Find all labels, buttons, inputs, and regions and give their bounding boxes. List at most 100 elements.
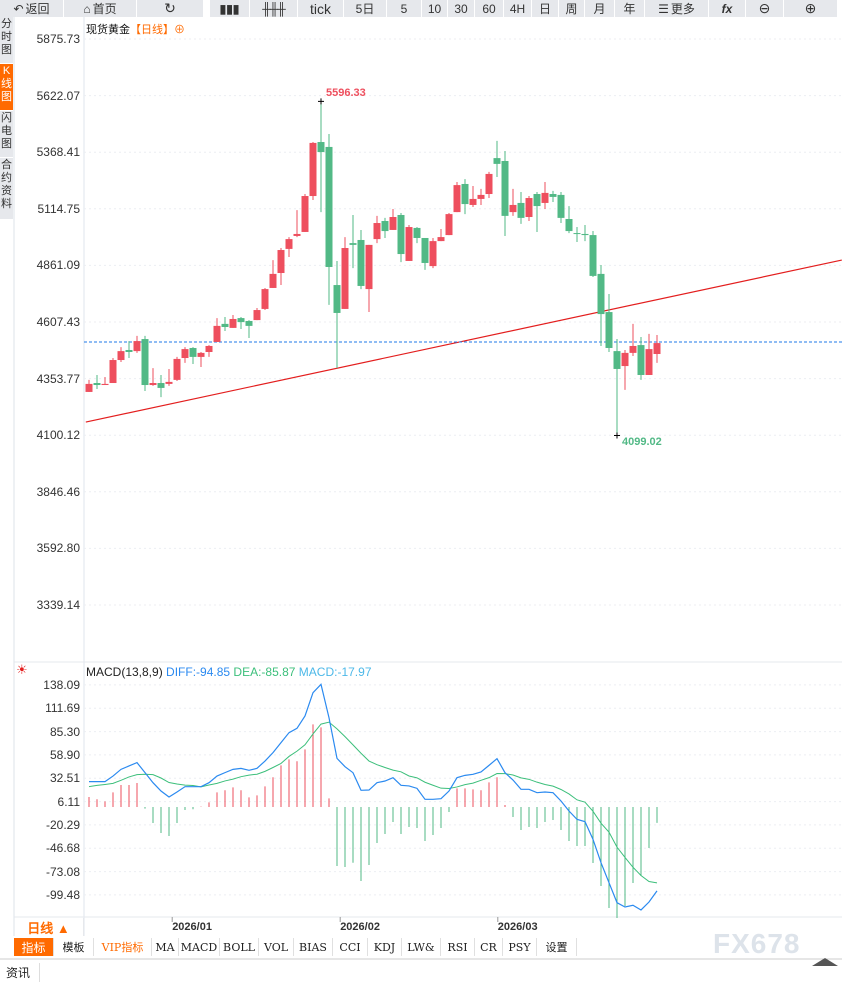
refresh-button[interactable]: ↻: [137, 0, 204, 17]
price-tick-label: 4607.43: [36, 315, 80, 329]
candle: [173, 356, 181, 382]
candle: [309, 142, 317, 201]
candle: [93, 374, 101, 390]
zoom-out-button[interactable]: ⊖: [746, 0, 784, 17]
period-selector[interactable]: 日线 ▲: [14, 918, 84, 936]
sidebar-tab-timeshare[interactable]: 分时图: [0, 17, 13, 64]
candle: [453, 181, 461, 213]
back-arrow-icon: ↶: [13, 1, 24, 16]
menu-icon: ☰: [658, 1, 669, 16]
tick-button[interactable]: tick: [298, 0, 344, 17]
candle: [157, 374, 165, 398]
price-tick-label: 3846.46: [36, 484, 80, 499]
candle-body: [429, 241, 437, 267]
candle-body: [549, 194, 557, 197]
indicator-tab-cci[interactable]: CCI: [333, 938, 368, 956]
price-tick-label: 3592.80: [36, 541, 80, 556]
candle-chart-button[interactable]: ╫╫╫: [250, 0, 298, 17]
indicator-tab-[interactable]: 指标: [14, 938, 54, 956]
candle-body: [437, 237, 445, 242]
price-tick-label: 5875.73: [36, 32, 80, 46]
candle: [109, 358, 117, 384]
indicator-tab-vol[interactable]: VOL: [259, 938, 294, 956]
candle-body: [293, 233, 301, 236]
back-button[interactable]: ↶ 返回: [0, 0, 64, 17]
indicator-tab-kdj[interactable]: KDJ: [368, 938, 402, 956]
candle-body: [149, 383, 157, 386]
news-tab[interactable]: 资讯: [0, 963, 40, 982]
candle: [165, 368, 173, 386]
indicator-tab-bias[interactable]: BIAS: [294, 938, 333, 956]
candle: [253, 308, 261, 321]
candle-body: [277, 250, 285, 274]
period-week[interactable]: 周: [559, 0, 585, 17]
period-30min[interactable]: 30: [448, 0, 475, 17]
candle: [605, 293, 613, 352]
price-tick-label: 4861.09: [36, 258, 80, 273]
date-label: 2026/01: [172, 921, 212, 933]
candle: [133, 335, 141, 353]
period-10min[interactable]: 10: [422, 0, 448, 17]
indicator-tab-cr[interactable]: CR: [475, 938, 503, 956]
candle-body: [141, 339, 149, 386]
indicator-tab-macd[interactable]: MACD: [179, 938, 220, 956]
more-button[interactable]: ☰ 更多: [645, 0, 709, 17]
period-month[interactable]: 月: [585, 0, 615, 17]
candle: [341, 237, 349, 309]
candle-body: [589, 235, 597, 276]
indicator-tab-[interactable]: 设置: [537, 938, 577, 956]
sidebar-tab-flash[interactable]: 闪电图: [0, 111, 13, 158]
formula-button[interactable]: fx: [709, 0, 746, 17]
candle-body: [317, 142, 325, 153]
indicator-tab-[interactable]: 模板: [54, 938, 94, 956]
indicator-tab-rsi[interactable]: RSI: [441, 938, 475, 956]
period-5min[interactable]: 5: [387, 0, 422, 17]
candle-body: [381, 221, 389, 232]
line-chart-button[interactable]: ▮▮▮: [210, 0, 250, 17]
indicator-tab-vip[interactable]: VIP指标: [94, 938, 152, 956]
sidebar-tab-contract-info[interactable]: 合约资料: [0, 158, 13, 220]
candle-body: [125, 349, 133, 352]
candle: [653, 335, 661, 363]
candle-body: [525, 198, 533, 218]
candle-body: [453, 185, 461, 213]
collapse-triangle-icon[interactable]: [812, 958, 838, 966]
candle-body: [357, 239, 365, 286]
indicator-tab-boll[interactable]: BOLL: [220, 938, 259, 956]
candle-body: [445, 214, 453, 236]
chart-title: 现货黄金【日线】⊕: [86, 24, 185, 36]
sidebar-tab-kline[interactable]: K线图: [0, 64, 13, 111]
macd-tick-label: -73.08: [45, 864, 80, 879]
period-4h[interactable]: 4H: [504, 0, 532, 17]
indicator-tab-psy[interactable]: PSY: [503, 938, 537, 956]
candle: [573, 227, 581, 242]
price-tick-label: 3339.14: [36, 598, 80, 612]
candle: [277, 248, 285, 286]
home-button[interactable]: ⌂ 首页: [64, 0, 137, 17]
candle-body: [229, 318, 237, 328]
candle-body: [653, 343, 661, 355]
add-icon[interactable]: ⊕: [174, 24, 185, 36]
candle: [333, 260, 341, 369]
candle-body: [93, 383, 101, 386]
period-day[interactable]: 日: [532, 0, 559, 17]
low-price-label: 4099.02: [622, 436, 662, 449]
candle: [589, 231, 597, 278]
price-tick-label: 4353.77: [36, 371, 80, 386]
candle-body: [533, 194, 541, 207]
period-60min[interactable]: 60: [475, 0, 504, 17]
indicator-tab-lw[interactable]: LW&: [402, 938, 441, 956]
candle: [501, 150, 509, 236]
candle-body: [237, 318, 245, 323]
indicator-tab-ma[interactable]: MA: [152, 938, 179, 956]
settings-sun-icon[interactable]: ☀: [16, 662, 28, 677]
candle: [533, 192, 541, 232]
candle-body: [365, 244, 373, 290]
candle-body: [613, 351, 621, 369]
period-year[interactable]: 年: [615, 0, 645, 17]
candle: [349, 214, 357, 269]
zoom-in-button[interactable]: ⊕: [784, 0, 838, 17]
period-5day[interactable]: 5日: [344, 0, 387, 17]
macd-tick-label: -46.68: [45, 841, 80, 856]
